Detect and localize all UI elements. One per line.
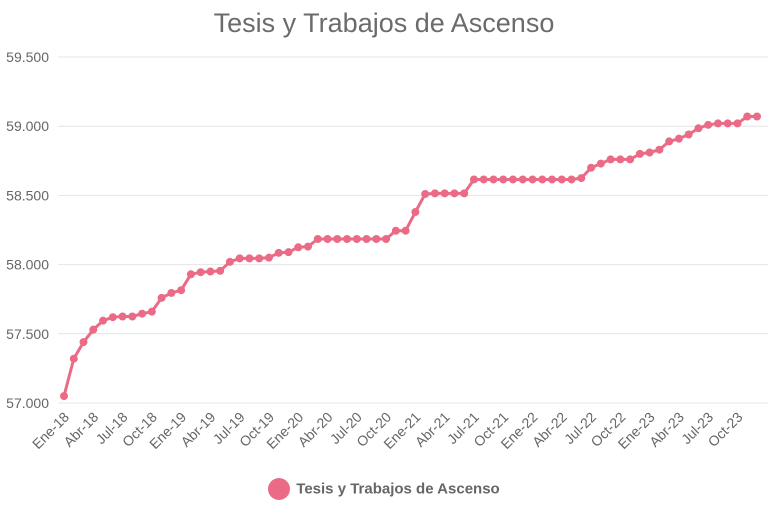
- x-tick-label: Ene-18: [29, 409, 72, 452]
- data-point[interactable]: [313, 234, 322, 243]
- data-point[interactable]: [626, 155, 635, 164]
- data-point[interactable]: [69, 354, 78, 363]
- data-point[interactable]: [548, 175, 557, 184]
- data-point[interactable]: [352, 234, 361, 243]
- data-point[interactable]: [147, 307, 156, 316]
- data-point[interactable]: [245, 254, 254, 263]
- series-points: [60, 112, 761, 401]
- data-point[interactable]: [528, 175, 537, 184]
- data-point[interactable]: [655, 145, 664, 154]
- data-point[interactable]: [128, 312, 137, 321]
- data-point[interactable]: [118, 312, 127, 321]
- data-point[interactable]: [255, 254, 264, 263]
- data-point[interactable]: [616, 155, 625, 164]
- data-point[interactable]: [713, 119, 722, 128]
- data-point[interactable]: [684, 130, 693, 139]
- series-line: [62, 115, 757, 397]
- data-point[interactable]: [743, 112, 752, 121]
- data-point[interactable]: [645, 148, 654, 157]
- data-point[interactable]: [440, 189, 449, 198]
- data-point[interactable]: [606, 155, 615, 164]
- legend-label: Tesis y Trabajos de Ascenso: [296, 480, 500, 498]
- data-point[interactable]: [401, 226, 410, 235]
- data-point[interactable]: [674, 134, 683, 143]
- data-point[interactable]: [274, 248, 283, 257]
- y-tick-label: 59.000: [6, 118, 49, 134]
- data-point[interactable]: [196, 268, 205, 277]
- y-tick-label: 58.500: [6, 187, 49, 203]
- data-point[interactable]: [733, 119, 742, 128]
- data-point[interactable]: [362, 234, 371, 243]
- data-point[interactable]: [108, 313, 117, 322]
- data-point[interactable]: [79, 338, 88, 347]
- y-axis-ticks: 57.000 57.500 58.000 58.500 59.000 59.500: [6, 49, 49, 411]
- data-point[interactable]: [225, 257, 234, 266]
- y-tick-label: 57.500: [6, 326, 49, 342]
- series-line-path: [62, 115, 757, 397]
- data-point[interactable]: [264, 253, 273, 262]
- data-point[interactable]: [323, 234, 332, 243]
- data-point[interactable]: [89, 325, 98, 334]
- data-point[interactable]: [333, 234, 342, 243]
- data-point[interactable]: [753, 112, 761, 121]
- data-point[interactable]: [167, 288, 176, 297]
- x-axis-ticks: Ene-18Abr-18Jul-18Oct-18Ene-19Abr-19Jul-…: [29, 409, 746, 452]
- data-point[interactable]: [411, 208, 420, 217]
- data-point[interactable]: [430, 189, 439, 198]
- data-point[interactable]: [694, 124, 703, 133]
- data-point[interactable]: [382, 234, 391, 243]
- data-point[interactable]: [284, 248, 293, 257]
- data-point[interactable]: [635, 149, 644, 158]
- data-point[interactable]: [557, 175, 566, 184]
- y-tick-label: 57.000: [6, 395, 49, 411]
- data-point[interactable]: [489, 175, 498, 184]
- data-point[interactable]: [577, 174, 586, 183]
- y-tick-label: 59.500: [6, 49, 49, 65]
- data-point[interactable]: [186, 270, 195, 279]
- data-point[interactable]: [138, 309, 147, 318]
- data-point[interactable]: [304, 242, 313, 251]
- data-point[interactable]: [460, 189, 469, 198]
- data-point[interactable]: [235, 254, 244, 263]
- data-point[interactable]: [665, 137, 674, 146]
- gridlines: [58, 56, 768, 404]
- data-point[interactable]: [391, 226, 400, 235]
- data-point[interactable]: [508, 175, 517, 184]
- data-point[interactable]: [372, 234, 381, 243]
- data-point[interactable]: [469, 175, 478, 184]
- data-point[interactable]: [294, 243, 303, 252]
- data-point[interactable]: [177, 286, 186, 295]
- data-point[interactable]: [723, 119, 732, 128]
- data-point[interactable]: [99, 316, 108, 325]
- data-point[interactable]: [479, 175, 488, 184]
- data-point[interactable]: [421, 190, 430, 199]
- data-point[interactable]: [216, 266, 225, 275]
- data-point[interactable]: [518, 175, 527, 184]
- data-point[interactable]: [157, 293, 166, 302]
- data-point[interactable]: [206, 267, 215, 276]
- legend[interactable]: Tesis y Trabajos de Ascenso: [0, 478, 768, 500]
- data-point[interactable]: [567, 175, 576, 184]
- data-point[interactable]: [60, 392, 68, 401]
- data-point[interactable]: [499, 175, 508, 184]
- data-point[interactable]: [704, 120, 713, 129]
- data-point[interactable]: [450, 189, 459, 198]
- data-point[interactable]: [538, 175, 547, 184]
- legend-swatch: [268, 478, 291, 500]
- data-point[interactable]: [596, 159, 605, 168]
- y-tick-label: 58.000: [6, 257, 49, 273]
- chart-title: Tesis y Trabajos de Ascenso: [213, 8, 555, 38]
- data-point[interactable]: [587, 163, 596, 172]
- data-point[interactable]: [343, 234, 352, 243]
